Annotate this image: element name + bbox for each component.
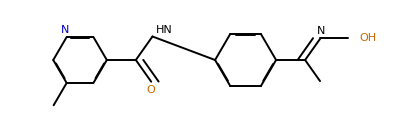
Text: N: N: [61, 25, 69, 35]
Text: O: O: [147, 85, 155, 95]
Text: N: N: [317, 26, 326, 36]
Text: OH: OH: [360, 33, 377, 43]
Text: HN: HN: [155, 25, 172, 35]
